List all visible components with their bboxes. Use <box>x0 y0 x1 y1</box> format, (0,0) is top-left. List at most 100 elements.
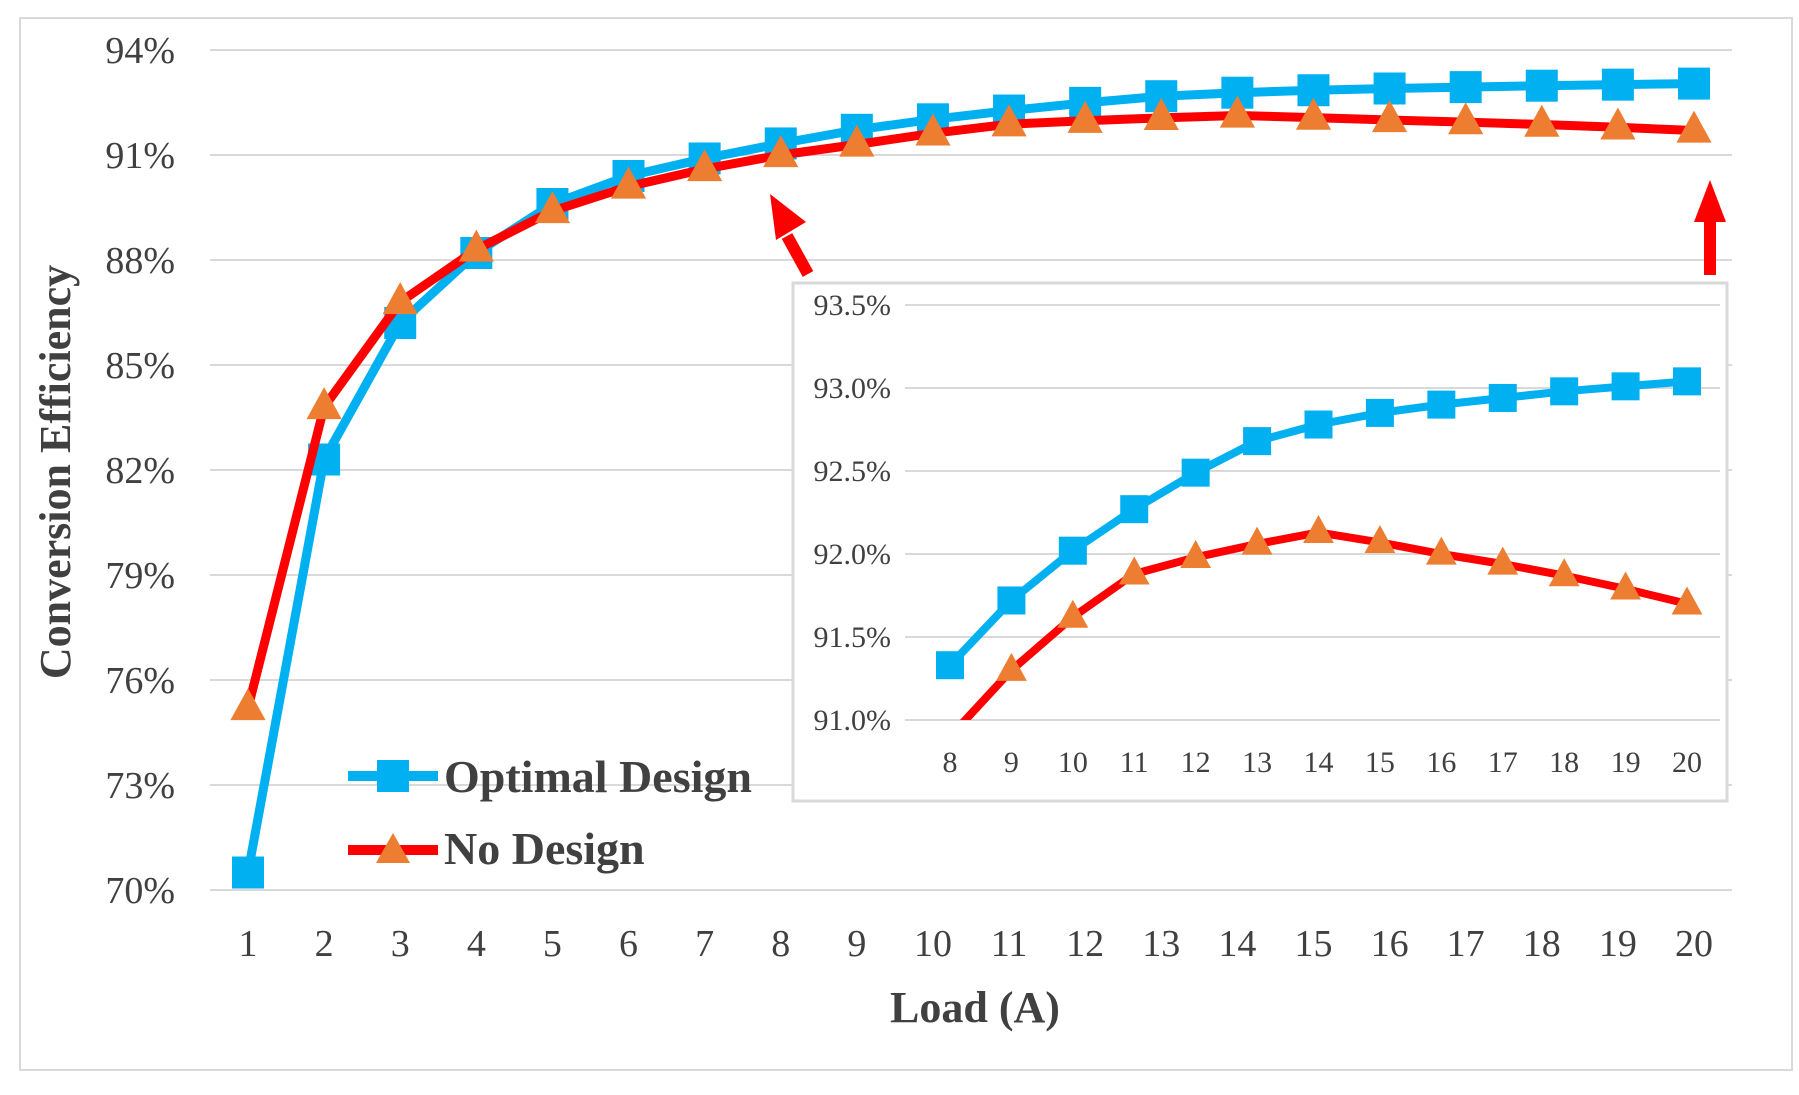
inset-optimal-design-point <box>1611 372 1640 401</box>
inset-y-tick-labels: 91.0% 91.5% 92.0% 92.5% 93.0% 93.5% <box>814 289 892 737</box>
inset-no-design-point <box>1057 599 1089 628</box>
main-y-tick-label: 94% <box>105 30 175 72</box>
main-y-tick-label: 76% <box>105 660 175 702</box>
main-x-tick-label: 1 <box>239 923 258 965</box>
inset-no-design-point <box>1548 558 1580 587</box>
main-x-tick-label: 14 <box>1218 923 1256 965</box>
main-x-tick-label: 5 <box>543 923 562 965</box>
zoom-arrows <box>770 180 1726 277</box>
inset-y-tick-label: 92.5% <box>814 455 892 488</box>
inset-x-tick-label: 20 <box>1672 746 1702 779</box>
legend-nodesign-label: No Design <box>444 823 645 874</box>
inset-x-tick-label: 17 <box>1488 746 1518 779</box>
inset-x-tick-label: 8 <box>943 746 958 779</box>
main-no-design-point <box>1143 98 1179 131</box>
inset-no-design-point <box>1303 515 1334 544</box>
inset-y-tick-label: 93.0% <box>814 372 892 405</box>
inset-y-tick-label: 93.5% <box>814 289 892 322</box>
inset-no-design-point <box>1180 539 1212 568</box>
inset-x-tick-label: 9 <box>1004 746 1019 779</box>
inset-y-tick-label: 91.5% <box>814 621 892 654</box>
inset-optimal-design-point <box>1488 383 1517 412</box>
main-no-design-point <box>1600 107 1636 140</box>
main-no-design-point <box>230 688 266 721</box>
main-y-tick-labels: 70% 73% 76% 79% 82% 85% 88% 91% 94% <box>105 30 175 912</box>
main-no-design-point <box>915 113 951 146</box>
main-x-tick-label: 9 <box>847 923 866 965</box>
inset-series <box>936 367 1703 720</box>
main-x-tick-label: 15 <box>1294 923 1332 965</box>
main-x-tick-label: 17 <box>1447 923 1485 965</box>
inset-no-design-point <box>1487 546 1519 575</box>
main-optimal-design-point <box>1678 67 1710 100</box>
main-y-tick-label: 82% <box>105 450 175 492</box>
inset-no-design-point <box>1610 571 1641 600</box>
inset-optimal-design-point <box>1058 536 1087 565</box>
main-y-tick-label: 70% <box>105 870 175 912</box>
main-x-tick-label: 16 <box>1371 923 1409 965</box>
main-optimal-design-point <box>1601 68 1634 101</box>
main-no-design-point <box>1219 95 1255 128</box>
inset-x-tick-labels: 8 9 10 11 12 13 14 15 16 17 18 19 20 <box>943 746 1703 779</box>
main-no-design-point <box>382 282 418 315</box>
main-no-design-point <box>687 149 723 182</box>
main-no-design-line <box>243 111 1695 710</box>
inset-x-tick-label: 15 <box>1365 746 1395 779</box>
y-axis-title: Conversion Efficiency <box>31 265 80 679</box>
main-x-tick-label: 19 <box>1599 923 1637 965</box>
inset-no-design-point <box>1364 525 1396 554</box>
main-no-design-point <box>458 229 494 262</box>
main-optimal-design-point <box>1449 71 1482 104</box>
main-no-design-point <box>1067 100 1103 133</box>
arrow-right-head <box>1694 180 1726 222</box>
main-y-tick-label: 79% <box>105 555 175 597</box>
inset-optimal-design-point <box>1120 495 1149 524</box>
main-y-tick-label: 73% <box>105 765 175 807</box>
main-x-tick-label: 6 <box>619 923 638 965</box>
inset-optimal-design-point <box>1550 377 1579 406</box>
main-x-tick-label: 11 <box>991 923 1028 965</box>
legend-optimal-marker <box>377 760 409 792</box>
inset-no-design-point <box>1671 586 1703 615</box>
inset-x-tick-label: 12 <box>1181 746 1211 779</box>
main-no-design-point <box>1448 102 1484 135</box>
inset-x-tick-label: 18 <box>1549 746 1579 779</box>
main-no-design-point <box>839 124 875 157</box>
inset-optimal-design-point <box>1673 367 1701 396</box>
main-x-tick-label: 7 <box>695 923 714 965</box>
inset-no-design-point <box>1241 526 1273 555</box>
main-x-tick-label: 8 <box>771 923 790 965</box>
legend-optimal-label: Optimal Design <box>444 751 752 802</box>
main-no-design-point <box>306 387 342 420</box>
inset-optimal-design-point <box>1181 458 1210 487</box>
inset-optimal-design-point <box>997 586 1026 615</box>
main-no-design-point <box>763 135 799 168</box>
inset-x-tick-label: 19 <box>1611 746 1641 779</box>
arrow-left-head <box>770 194 806 240</box>
inset-x-tick-label: 10 <box>1058 746 1088 779</box>
main-x-tick-label: 12 <box>1066 923 1104 965</box>
main-optimal-design-point <box>1525 69 1558 102</box>
inset-no-design-point <box>996 652 1027 681</box>
main-y-tick-label: 88% <box>105 240 175 282</box>
inset-zoom-chart: 91.0% 91.5% 92.0% 92.5% 93.0% 93.5% 8 9 10 11 12 1… <box>791 281 1729 803</box>
main-y-tick-label: 91% <box>105 135 175 177</box>
inset-x-tick-label: 16 <box>1426 746 1456 779</box>
main-x-tick-label: 20 <box>1675 923 1713 965</box>
inset-optimal-design-point <box>936 651 964 680</box>
inset-y-tick-label: 92.0% <box>814 538 892 571</box>
main-no-design-point <box>991 104 1027 137</box>
main-y-tick-label: 85% <box>105 345 175 387</box>
inset-optimal-design-point <box>1243 427 1272 456</box>
main-no-design-point <box>534 191 571 224</box>
main-no-design-point <box>1524 104 1560 137</box>
legend: Optimal Design No Design <box>348 751 752 874</box>
inset-no-design-point <box>1425 536 1457 565</box>
main-x-tick-label: 3 <box>391 923 410 965</box>
legend-nodesign-marker <box>376 833 410 863</box>
inset-optimal-design-point <box>1427 390 1456 419</box>
main-series <box>230 67 1712 889</box>
inset-optimal-design-point <box>1304 410 1333 439</box>
